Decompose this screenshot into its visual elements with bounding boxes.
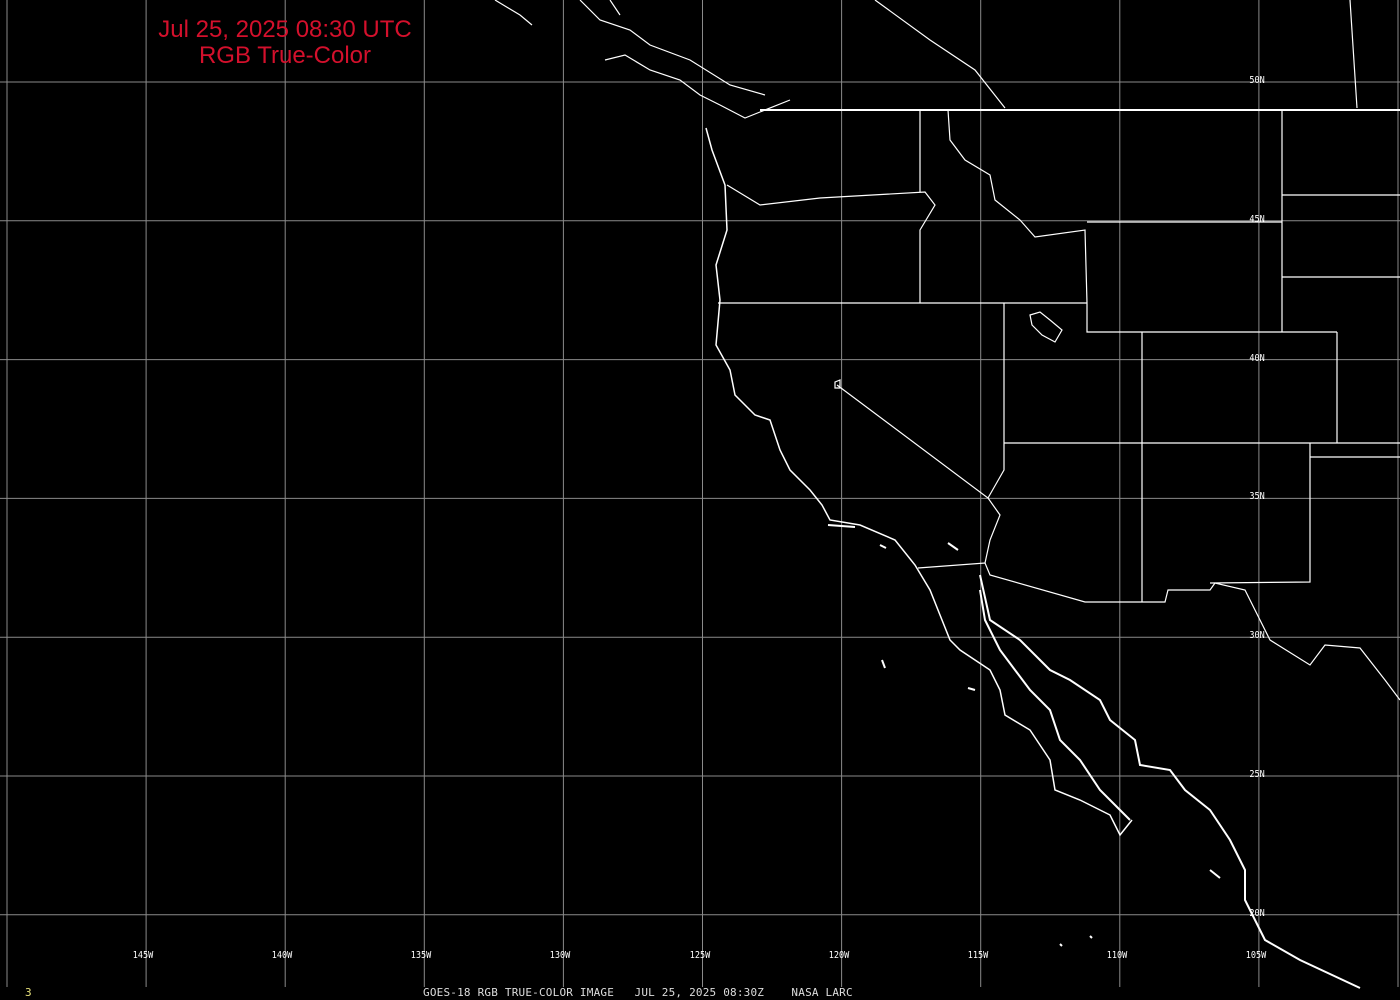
coastlines-and-borders [494, 0, 1400, 989]
longitude-label: 105W [1245, 950, 1267, 961]
longitude-label: 145W [132, 950, 154, 961]
longitude-label: 125W [689, 950, 710, 961]
lake-tahoe [834, 379, 841, 389]
gulf-of-california-east-coast [979, 574, 1361, 989]
latitude-label: 25N [1249, 769, 1265, 780]
longitude-label: 110W [1106, 950, 1128, 961]
canada-interior-lines [874, 0, 1358, 109]
longitude-label: 120W [828, 950, 849, 961]
latitude-label: 45N [1249, 213, 1265, 225]
image-caption: GOES-18 RGB TRUE-COLOR IMAGE JUL 25, 202… [423, 986, 853, 999]
frame-number: 3 [25, 986, 32, 999]
longitude-label: 115W [967, 950, 988, 961]
latitude-label: 30N [1249, 630, 1265, 642]
latitude-label: 50N [1249, 75, 1265, 86]
latitude-label: 20N [1249, 907, 1265, 919]
baja-east-coast [979, 589, 1131, 821]
latitude-label: 35N [1249, 491, 1265, 503]
longitude-label: 130W [550, 950, 571, 961]
longitude-label: 140W [271, 950, 293, 961]
us-pacific-coast [705, 127, 1133, 837]
channel-islands [827, 524, 1221, 947]
title-date: Jul 25, 2025 08:30 UTC [158, 16, 412, 43]
latitude-label: 40N [1249, 352, 1265, 364]
longitude-label: 135W [411, 950, 432, 961]
vancouver-island-coast [494, 0, 791, 119]
state-borders [718, 109, 1400, 602]
title-product: RGB True-Color [198, 42, 372, 69]
great-salt-lake [1029, 311, 1063, 343]
